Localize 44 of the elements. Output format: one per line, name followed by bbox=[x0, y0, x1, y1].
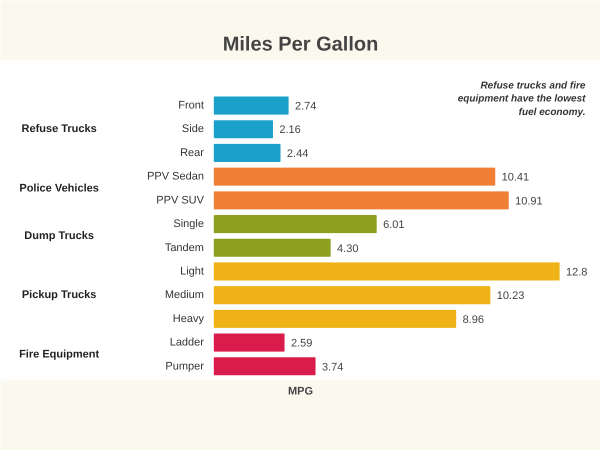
bar bbox=[214, 191, 509, 210]
data-label: 12.8 bbox=[566, 266, 588, 278]
bar bbox=[214, 215, 377, 234]
data-label: 2.74 bbox=[295, 100, 316, 113]
bar bbox=[214, 262, 560, 280]
data-label: 6.01 bbox=[383, 219, 405, 232]
chart-title: Miles Per Gallon bbox=[222, 34, 378, 56]
y-tick-label: Heavy bbox=[172, 312, 204, 325]
bar bbox=[214, 144, 281, 162]
text: Police Vehicles bbox=[19, 182, 99, 194]
data-label: 4.30 bbox=[337, 242, 358, 255]
text: Refuse Trucks bbox=[22, 123, 97, 136]
bar bbox=[214, 334, 285, 352]
y-tick-label: PPV Sedan bbox=[147, 170, 204, 183]
annotation: Refuse trucks and fire equipment have the lowest fuel economy. bbox=[458, 80, 586, 118]
bar bbox=[214, 120, 273, 138]
y-tick-label: Light bbox=[180, 265, 204, 278]
y-tick-label: Single bbox=[173, 218, 204, 230]
bar bbox=[214, 310, 456, 328]
y-tick-label: Tandem bbox=[164, 242, 204, 254]
text: Fire Equipment bbox=[19, 348, 100, 360]
y-tick-label: Medium bbox=[164, 289, 204, 302]
bar bbox=[214, 168, 496, 186]
data-label: 10.23 bbox=[496, 290, 524, 302]
y-tick-label: Pumper bbox=[165, 360, 204, 372]
text: Pickup Trucks bbox=[22, 289, 96, 302]
y-tick-label: Front bbox=[178, 100, 204, 112]
y-tick-label: PPV SUV bbox=[156, 194, 205, 206]
data-label: 2.44 bbox=[286, 148, 308, 160]
text: Dump Trucks bbox=[24, 230, 94, 242]
bar bbox=[214, 286, 490, 304]
y-tick-label: Side bbox=[182, 123, 204, 136]
data-label: 3.74 bbox=[322, 361, 344, 374]
data-label: 8.96 bbox=[462, 314, 484, 326]
data-label: 10.41 bbox=[502, 172, 530, 184]
bar bbox=[214, 238, 331, 257]
data-label: 2.16 bbox=[279, 124, 301, 136]
x-axis-title: MPG bbox=[288, 386, 314, 398]
data-label: 10.91 bbox=[515, 195, 543, 208]
bar bbox=[214, 96, 289, 115]
y-tick-label: Rear bbox=[180, 146, 204, 159]
y-tick-label: Ladder bbox=[170, 336, 204, 349]
bar bbox=[214, 357, 316, 376]
data-label: 2.59 bbox=[290, 338, 312, 350]
